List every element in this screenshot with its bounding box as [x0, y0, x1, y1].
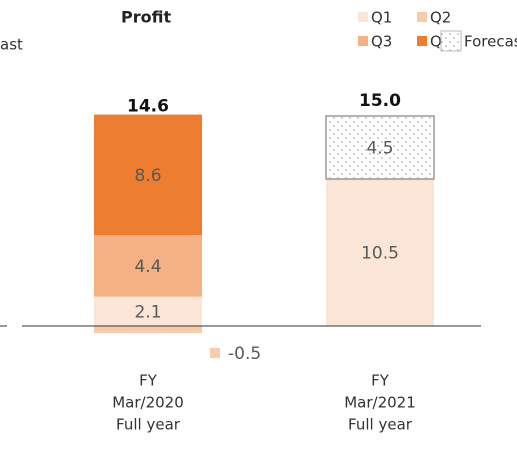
chart-title: Profit [121, 8, 171, 27]
total-label: 14.6 [127, 97, 169, 117]
value-label: 8.6 [134, 166, 161, 186]
bar-segment [94, 326, 202, 333]
bar-segment [94, 296, 202, 326]
x-tick-label: Mar/2020 [112, 394, 184, 412]
bar-segment [326, 179, 434, 326]
x-tick-label: Full year [116, 416, 181, 434]
x-tick-label: FY [139, 372, 158, 390]
x-tick-label: Mar/2021 [344, 394, 416, 412]
total-label: 15.0 [359, 91, 401, 111]
value-label-key [210, 348, 220, 358]
legend-key [417, 12, 427, 22]
bar-segment [325, 115, 435, 180]
legend-label: Q2 [430, 9, 451, 27]
value-label: 4.5 [366, 139, 393, 159]
x-tick-label: FY [371, 372, 390, 390]
legend-key [417, 36, 427, 46]
legend-key [358, 36, 368, 46]
bar-segment [94, 235, 202, 297]
value-label: 2.1 [134, 302, 161, 322]
value-label: -0.5 [228, 344, 261, 364]
bar-segment [94, 114, 202, 235]
legend-key [440, 30, 462, 52]
legend-label: Forecast [464, 33, 517, 51]
x-tick-label: Full year [348, 416, 413, 434]
legend-label: Q1 [371, 9, 392, 27]
legend-label: Q3 [371, 33, 392, 51]
value-label: 4.4 [134, 257, 161, 277]
annotation: ast [0, 36, 23, 54]
legend-key [358, 12, 368, 22]
value-label: 10.5 [361, 244, 399, 264]
